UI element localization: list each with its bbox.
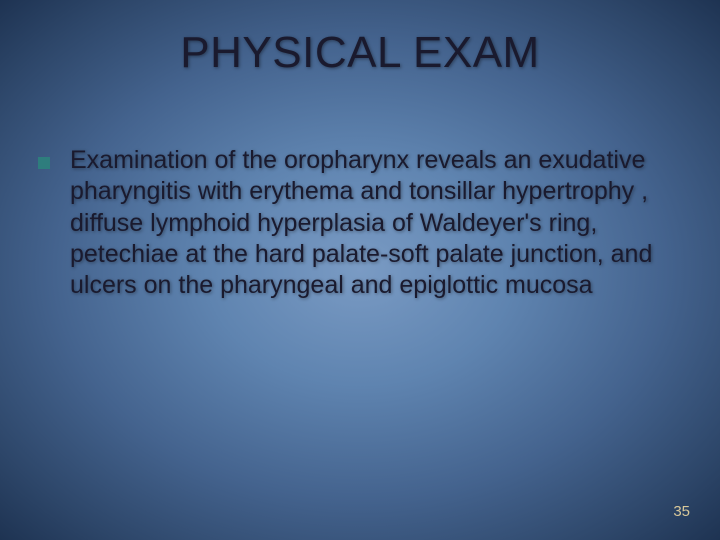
slide-body: Examination of the oropharynx reveals an… xyxy=(38,145,682,301)
bullet-item: Examination of the oropharynx reveals an… xyxy=(38,145,682,301)
square-bullet-icon xyxy=(38,157,50,169)
page-number: 35 xyxy=(673,503,690,520)
bullet-text: Examination of the oropharynx reveals an… xyxy=(70,145,682,301)
slide-container: PHYSICAL EXAM Examination of the orophar… xyxy=(0,0,720,540)
slide-title: PHYSICAL EXAM xyxy=(0,28,720,78)
